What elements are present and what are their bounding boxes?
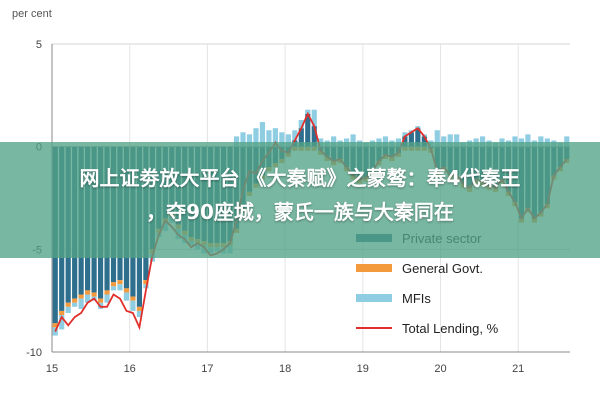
bar-mfis <box>525 134 531 147</box>
x-tick-label: 18 <box>279 363 291 375</box>
banner-text: 网上证劵放大平台 《大秦赋》之蒙骜：奉4代秦王 ，夺90座城，蒙氏一族与大秦同在 <box>12 161 588 229</box>
bar-general-govt <box>143 280 149 285</box>
bar-mfis <box>104 294 110 303</box>
bar-mfis <box>311 109 317 127</box>
legend-label: MFIs <box>402 291 431 306</box>
bar-mfis <box>110 286 117 291</box>
bar-private-sector <box>421 136 427 147</box>
bar-mfis <box>454 134 460 147</box>
bar-mfis <box>246 134 253 147</box>
legend-label: Total Lending, % <box>402 321 499 336</box>
bar-mfis <box>253 128 259 147</box>
bar-mfis <box>382 136 389 147</box>
bar-general-govt <box>136 306 143 311</box>
bar-mfis <box>72 302 78 307</box>
x-tick-label: 15 <box>46 363 58 375</box>
banner-line-1: 网上证劵放大平台 《大秦赋》之蒙骜：奉4代秦王 <box>79 166 521 190</box>
bar-general-govt <box>91 292 97 297</box>
bar-mfis <box>434 130 440 147</box>
bar-general-govt <box>59 310 65 316</box>
bar-mfis <box>479 136 486 147</box>
bar-general-govt <box>97 298 104 303</box>
bar-mfis <box>447 134 453 147</box>
bar-mfis <box>85 294 91 303</box>
bar-mfis <box>279 132 285 147</box>
bar-general-govt <box>78 294 84 299</box>
bar-mfis <box>285 134 291 147</box>
bar-mfis <box>233 136 240 147</box>
bar-mfis <box>350 134 356 147</box>
legend-swatch <box>356 294 392 302</box>
bar-private-sector <box>402 136 408 147</box>
bar-general-govt <box>117 280 123 285</box>
bar-private-sector <box>415 128 421 147</box>
bar-mfis <box>564 136 570 147</box>
bar-mfis <box>298 119 304 129</box>
x-tick-label: 19 <box>357 363 369 375</box>
bar-private-sector <box>298 128 304 147</box>
legend-label: General Govt. <box>402 261 483 276</box>
bar-mfis <box>259 122 266 147</box>
bar-mfis <box>266 130 272 147</box>
bar-general-govt <box>130 296 136 301</box>
bar-private-sector <box>305 113 311 147</box>
bar-mfis <box>117 284 123 291</box>
bar-general-govt <box>123 288 130 293</box>
bar-mfis <box>538 136 544 147</box>
bar-mfis <box>402 132 408 137</box>
caption-banner <box>0 142 600 258</box>
bar-mfis <box>512 136 518 147</box>
bar-mfis <box>123 292 130 301</box>
banner-line-2: ，夺90座城，蒙氏一族与大秦同在 <box>146 200 454 224</box>
bar-private-sector <box>408 132 414 147</box>
bar-general-govt <box>110 282 117 287</box>
bar-general-govt <box>104 290 110 295</box>
x-tick-label: 16 <box>124 363 136 375</box>
x-tick-label: 21 <box>512 363 524 375</box>
bar-mfis <box>65 306 71 313</box>
bar-general-govt <box>65 302 71 307</box>
bar-mfis <box>78 298 84 309</box>
bar-mfis <box>272 128 278 147</box>
y-tick-label: -10 <box>26 347 42 359</box>
bar-mfis <box>331 136 337 147</box>
bar-general-govt <box>85 290 91 295</box>
x-tick-label: 17 <box>201 363 213 375</box>
x-tick-label: 20 <box>434 363 446 375</box>
bar-mfis <box>59 315 65 330</box>
bar-mfis <box>441 136 447 147</box>
bar-mfis <box>136 310 143 318</box>
bar-private-sector <box>311 126 317 147</box>
y-tick-label: 5 <box>36 39 42 51</box>
y-axis-unit-label: per cent <box>12 8 52 20</box>
bar-mfis <box>305 109 311 114</box>
bar-mfis <box>292 130 298 141</box>
bar-mfis <box>130 300 136 311</box>
bar-general-govt <box>72 298 78 303</box>
bar-general-govt <box>52 323 58 328</box>
bar-mfis <box>240 132 246 147</box>
legend-swatch <box>356 264 392 272</box>
